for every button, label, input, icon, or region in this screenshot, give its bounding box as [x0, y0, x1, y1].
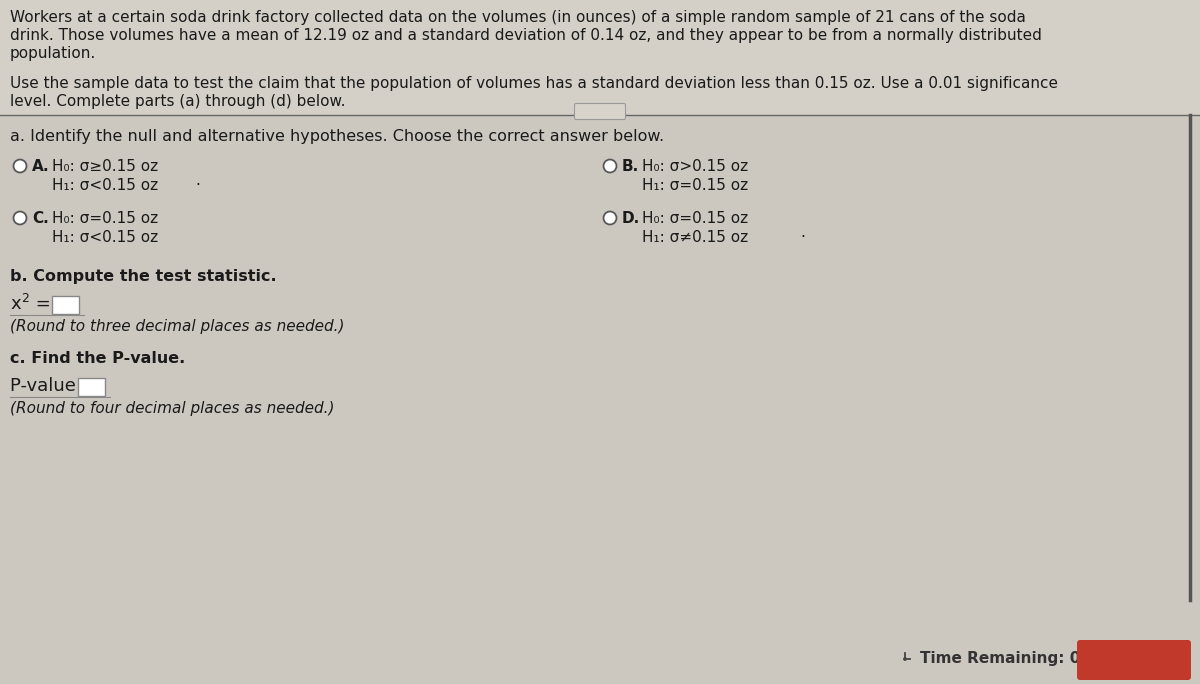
Text: c. Find the P-value.: c. Find the P-value.: [10, 351, 185, 366]
Circle shape: [604, 211, 617, 224]
Text: (Round to three decimal places as needed.): (Round to three decimal places as needed…: [10, 319, 344, 334]
Text: H₀: σ>0.15 oz: H₀: σ>0.15 oz: [642, 159, 748, 174]
Text: =: =: [30, 295, 50, 313]
Text: H₁: σ<0.15 oz: H₁: σ<0.15 oz: [52, 178, 158, 193]
Text: H₀: σ=0.15 oz: H₀: σ=0.15 oz: [52, 211, 158, 226]
FancyBboxPatch shape: [78, 378, 106, 396]
Text: ·: ·: [800, 230, 805, 245]
Text: H₁: σ≠0.15 oz: H₁: σ≠0.15 oz: [642, 230, 748, 245]
Circle shape: [904, 658, 906, 660]
Text: a. Identify the null and alternative hypotheses. Choose the correct answer below: a. Identify the null and alternative hyp…: [10, 129, 664, 144]
Text: Use the sample data to test the claim that the population of volumes has a stand: Use the sample data to test the claim th…: [10, 76, 1058, 91]
Text: population.: population.: [10, 46, 96, 61]
Circle shape: [13, 211, 26, 224]
Text: H₀: σ=0.15 oz: H₀: σ=0.15 oz: [642, 211, 748, 226]
Circle shape: [13, 159, 26, 172]
Text: H₀: σ≥0.15 oz: H₀: σ≥0.15 oz: [52, 159, 158, 174]
Text: C.: C.: [32, 211, 49, 226]
Text: ·: ·: [194, 178, 200, 193]
Text: P-value =: P-value =: [10, 377, 97, 395]
Text: Time Remaining: 00:15:21: Time Remaining: 00:15:21: [920, 651, 1146, 666]
Text: D.: D.: [622, 211, 641, 226]
Text: drink. Those volumes have a mean of 12.19 oz and a standard deviation of 0.14 oz: drink. Those volumes have a mean of 12.1…: [10, 28, 1042, 43]
Text: x: x: [10, 295, 20, 313]
Text: · · · · ·: · · · · ·: [588, 109, 612, 118]
Text: B.: B.: [622, 159, 640, 174]
Text: Next: Next: [1110, 651, 1158, 669]
Text: b. Compute the test statistic.: b. Compute the test statistic.: [10, 269, 277, 284]
Text: level. Complete parts (a) through (d) below.: level. Complete parts (a) through (d) be…: [10, 94, 346, 109]
FancyBboxPatch shape: [0, 115, 1200, 684]
Text: H₁: σ=0.15 oz: H₁: σ=0.15 oz: [642, 178, 748, 193]
Circle shape: [604, 159, 617, 172]
Text: A.: A.: [32, 159, 49, 174]
FancyBboxPatch shape: [0, 635, 1200, 684]
FancyBboxPatch shape: [0, 0, 1200, 115]
Text: (Round to four decimal places as needed.): (Round to four decimal places as needed.…: [10, 401, 335, 416]
Text: 2: 2: [22, 292, 29, 305]
Text: H₁: σ<0.15 oz: H₁: σ<0.15 oz: [52, 230, 158, 245]
FancyBboxPatch shape: [52, 296, 79, 314]
FancyBboxPatch shape: [575, 103, 625, 120]
Text: Workers at a certain soda drink factory collected data on the volumes (in ounces: Workers at a certain soda drink factory …: [10, 10, 1026, 25]
FancyBboxPatch shape: [1078, 640, 1190, 680]
